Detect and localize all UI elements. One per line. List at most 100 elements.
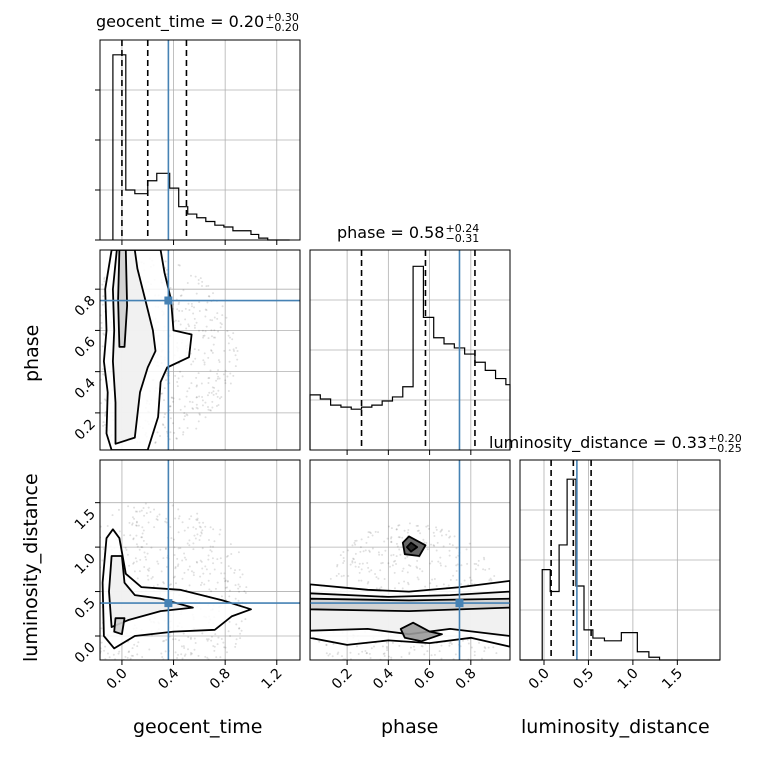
luminosity_distance_vs_geocent_time-sample-point [192,574,195,577]
luminosity_distance_vs_geocent_time-sample-point [133,517,136,520]
luminosity_distance_vs_phase-frame [309,459,511,661]
phase_vs_geocent_time-sample-point [232,332,235,335]
luminosity_distance_vs_geocent_time-sample-point [191,665,193,667]
luminosity_distance_vs_phase-sample-point [426,524,429,527]
luminosity_distance_vs_geocent_time-sample-point [94,593,96,595]
luminosity_distance_vs_phase-sample-point [405,685,407,687]
luminosity_distance_vs_phase-sample-point [331,655,334,658]
phase_vs_geocent_time-sample-point [88,401,90,403]
luminosity_distance_vs_phase-sample-point [440,529,443,532]
phase_vs_geocent_time-sample-point [188,400,191,403]
luminosity_distance_vs_phase-sample-point [418,567,421,570]
phase_vs_geocent_time-sample-point [92,411,94,413]
luminosity_distance_vs_phase-sample-point [393,571,396,574]
luminosity_distance_vs_geocent_time-sample-point [131,522,134,525]
luminosity_distance_vs_geocent_time-sample-point [100,641,103,644]
luminosity_distance_vs_geocent_time-sample-point [192,542,195,545]
phase_vs_geocent_time-sample-point [190,302,193,305]
luminosity_distance_vs_geocent_time-sample-point [140,546,143,549]
phase_vs_geocent_time-sample-point [60,349,62,351]
luminosity_distance_vs_phase-sample-point [477,564,480,567]
phase_vs_geocent_time-sample-point [203,334,206,337]
phase_vs_geocent_time-sample-point [212,343,215,346]
luminosity_distance_vs_geocent_time-sample-point [85,584,87,586]
luminosity_distance_vs_geocent_time-sample-point [174,638,177,641]
luminosity_distance_vs_phase-sample-point [451,544,454,547]
luminosity_distance_vs_geocent_time-sample-point [214,587,217,590]
luminosity_distance_vs_phase-sample-point [466,691,468,693]
phase_vs_geocent_time-sample-point [207,408,210,411]
luminosity_distance_vs_geocent_time-sample-point [135,534,138,537]
luminosity_distance_vs_geocent_time-sample-point [155,668,157,670]
phase_vs_geocent_time-sample-point [177,263,180,266]
luminosity_distance_vs_geocent_time-sample-point [88,590,90,592]
phase_vs_geocent_time-sample-point [218,397,221,400]
phase_vs_geocent_time-sample-point [190,382,193,385]
luminosity_distance_vs_phase-sample-point [394,559,397,562]
phase_vs_geocent_time-sample-point [182,431,185,434]
luminosity_distance_vs_geocent_time-sample-point [152,585,155,588]
phase_vs_geocent_time-sample-point [216,395,219,398]
phase_vs_geocent_time-sample-point [201,284,204,287]
luminosity_distance_vs_phase-sample-point [374,666,376,668]
luminosity_distance_vs_geocent_time-sample-point [198,521,201,524]
luminosity_distance_vs_geocent_time-sample-point [238,590,241,593]
luminosity_distance_vs_phase-sample-point [364,549,367,552]
phase_vs_geocent_time-sample-point [192,360,195,363]
phase_vs_geocent_time-sample-point [102,421,105,424]
phase_vs_geocent_time-sample-point [71,394,73,396]
luminosity_distance_vs_geocent_time-sample-point [164,650,167,653]
phase_vs_geocent_time-sample-point [86,366,88,368]
luminosity_distance_vs_geocent_time-sample-point [228,595,231,598]
luminosity_distance_vs_phase-sample-point [447,669,449,671]
phase_vs_geocent_time-sample-point [186,426,189,429]
luminosity_distance_vs_geocent_time-sample-point [196,533,199,536]
luminosity_distance_vs_phase-sample-point [405,679,407,681]
geocent-time-title: geocent_time = 0.20 +0.30 −0.20 [96,12,299,33]
luminosity_distance_vs_phase-sample-point [402,667,404,669]
phase_vs_geocent_time-sample-point [175,437,178,440]
phase_vs_geocent_time-sample-point [62,395,64,397]
luminosity_distance_vs_geocent_time-sample-point [223,572,226,575]
phase_vs_geocent_time-sample-point [172,397,175,400]
luminosity_distance_vs_geocent_time-sample-point [97,614,99,616]
luminosity_distance_vs_phase-sample-point [429,562,432,565]
phase_vs_geocent_time-sample-point [212,390,215,393]
luminosity_distance_vs_geocent_time-sample-point [67,601,69,603]
luminosity_distance_vs_phase-sample-point [415,524,418,527]
luminosity_distance_vs_geocent_time-sample-point [162,582,165,585]
luminosity_distance_vs_geocent_time-sample-point [94,667,96,669]
luminosity_distance_vs_geocent_time-sample-point [133,570,136,573]
luminosity_distance_vs_geocent_time-sample-point [220,561,223,564]
luminosity_distance_vs_geocent_time-sample-point [132,538,135,541]
luminosity_distance_vs_geocent_time-sample-point [174,567,177,570]
luminosity_distance_vs_phase-sample-point [364,649,367,652]
phase_vs_geocent_time-sample-point [95,379,97,381]
phase_vs_geocent_time-sample-point [209,409,212,412]
luminosity_distance_vs_geocent_time-sample-point [137,661,139,663]
luminosity_distance_vs_phase-sample-point [456,563,459,566]
luminosity_distance_vs_geocent_time-sample-point [165,638,168,641]
phase_vs_geocent_time-sample-point [103,280,106,283]
phase_vs_geocent_time-sample-point [198,301,201,304]
luminosity_distance_vs_geocent_time-sample-point [173,575,176,578]
luminosity_distance_vs_geocent_time-sample-point [183,571,186,574]
luminosity_distance_vs_phase-sample-point [437,560,440,563]
luminosity_distance_vs_geocent_time-sample-point [136,645,139,648]
luminosity_distance_vs_geocent_time-sample-point [181,670,183,672]
luminosity_distance_vs_phase-sample-point [447,694,449,696]
phase_vs_geocent_time-sample-point [184,307,187,310]
phase_vs_geocent_time-sample-point [104,423,107,426]
phase_vs_geocent_time-sample-point [193,317,196,320]
phase_vs_geocent_time-sample-point [88,408,90,410]
luminosity_distance_vs_geocent_time-sample-point [130,666,132,668]
luminosity_distance_vs_phase-sample-point [340,655,343,658]
luminosity_distance_vs_phase-sample-point [455,578,458,581]
luminosity_distance_vs_geocent_time-sample-point [229,543,232,546]
luminosity_distance_vs_geocent_time-sample-point [156,673,158,675]
luminosity_distance_vs_geocent_time-sample-point [90,637,92,639]
luminosity_distance_vs_phase-sample-point [407,528,410,531]
phase_vs_geocent_time-sample-point [90,283,92,285]
luminosity_distance_vs_geocent_time-sample-point [179,547,182,550]
luminosity_distance_vs_phase-sample-point [430,543,433,546]
